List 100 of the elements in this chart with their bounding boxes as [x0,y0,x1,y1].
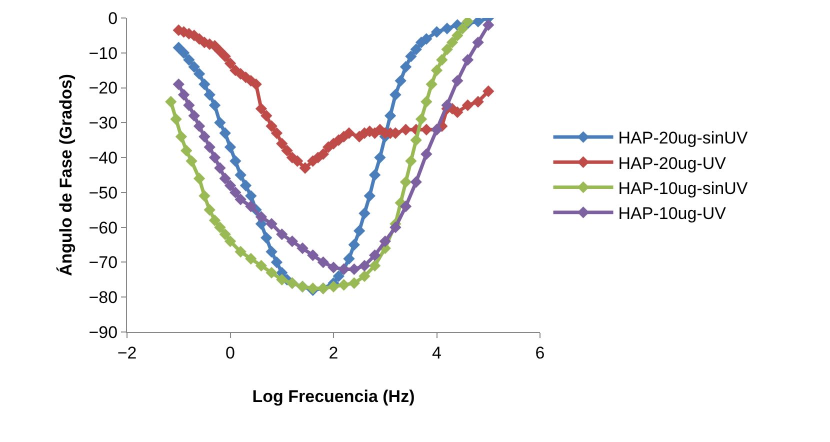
point [328,262,340,274]
point [224,180,236,192]
y-axis-title: Ángulo de Fase (Grados) [55,74,76,276]
point [430,64,443,76]
point [456,22,468,34]
point [405,155,417,167]
point [441,22,453,34]
x-axis-title: Log Frecuencia (Hz) [252,386,415,406]
point [353,224,366,237]
point [420,33,432,45]
y-tick-label: 0 [108,8,118,28]
point [441,44,453,56]
legend-label: HAP-20ug-UV [618,154,727,173]
y-tick-label: −90 [88,322,118,342]
legend-label: HAP-20ug-sinUV [618,128,748,148]
point [260,110,272,122]
point [348,238,360,251]
point [328,280,340,292]
point [208,214,221,226]
point [420,96,432,108]
point [452,106,464,118]
point [188,60,200,73]
point [400,200,412,212]
point [430,26,443,38]
point [452,74,464,87]
point [374,152,386,164]
point [482,19,494,31]
point [224,58,236,70]
point [224,235,236,248]
point [178,88,190,101]
point [245,190,257,202]
point [214,116,226,129]
point [172,78,184,90]
point [193,68,206,80]
x-tick-label: 4 [432,343,442,362]
y-tick-label: −60 [88,218,118,238]
point [446,36,458,48]
point [193,120,206,132]
point [245,252,257,265]
point [292,155,304,167]
y-tick-label: −40 [88,148,118,168]
point [415,113,428,126]
point [250,78,262,90]
point [183,99,195,112]
point [204,204,216,216]
point [462,54,474,66]
point [276,138,288,150]
y-tick-label: −70 [88,253,118,272]
point [170,113,182,126]
point [193,172,206,184]
point [266,246,278,258]
point [368,260,381,272]
point [400,124,412,136]
point [364,190,376,202]
y-tick-label: −10 [88,44,118,63]
point [219,228,231,240]
point [270,127,283,139]
point [358,208,370,220]
point [281,144,293,156]
point [165,96,177,108]
point [204,141,216,153]
point [198,78,210,90]
point [255,211,268,223]
x-tick-label: 6 [535,343,545,362]
y-tick-label: −50 [88,183,118,202]
point [198,130,210,142]
point [219,127,231,139]
point [180,144,192,156]
point [384,110,396,122]
point [234,246,246,258]
x-tick-label: −2 [117,343,137,362]
point [332,270,345,282]
point [276,274,288,286]
point [338,279,350,291]
point [186,155,198,167]
point [198,190,210,202]
point [214,45,226,57]
y-tick-label: −80 [88,288,118,308]
point [452,30,464,42]
point [219,50,231,62]
point [178,47,190,59]
point [266,266,278,279]
point [317,148,330,160]
point [441,99,453,112]
point [410,44,422,56]
point [188,110,200,122]
point [358,270,370,282]
point [230,155,242,167]
point [255,260,268,272]
point [368,249,381,262]
point [317,256,330,268]
x-tick-label: 0 [226,343,235,362]
point [234,169,246,181]
point [276,228,288,240]
point [394,74,406,87]
point [390,221,402,234]
point [245,200,257,212]
point [405,50,417,62]
point [260,232,272,244]
point [462,99,474,112]
